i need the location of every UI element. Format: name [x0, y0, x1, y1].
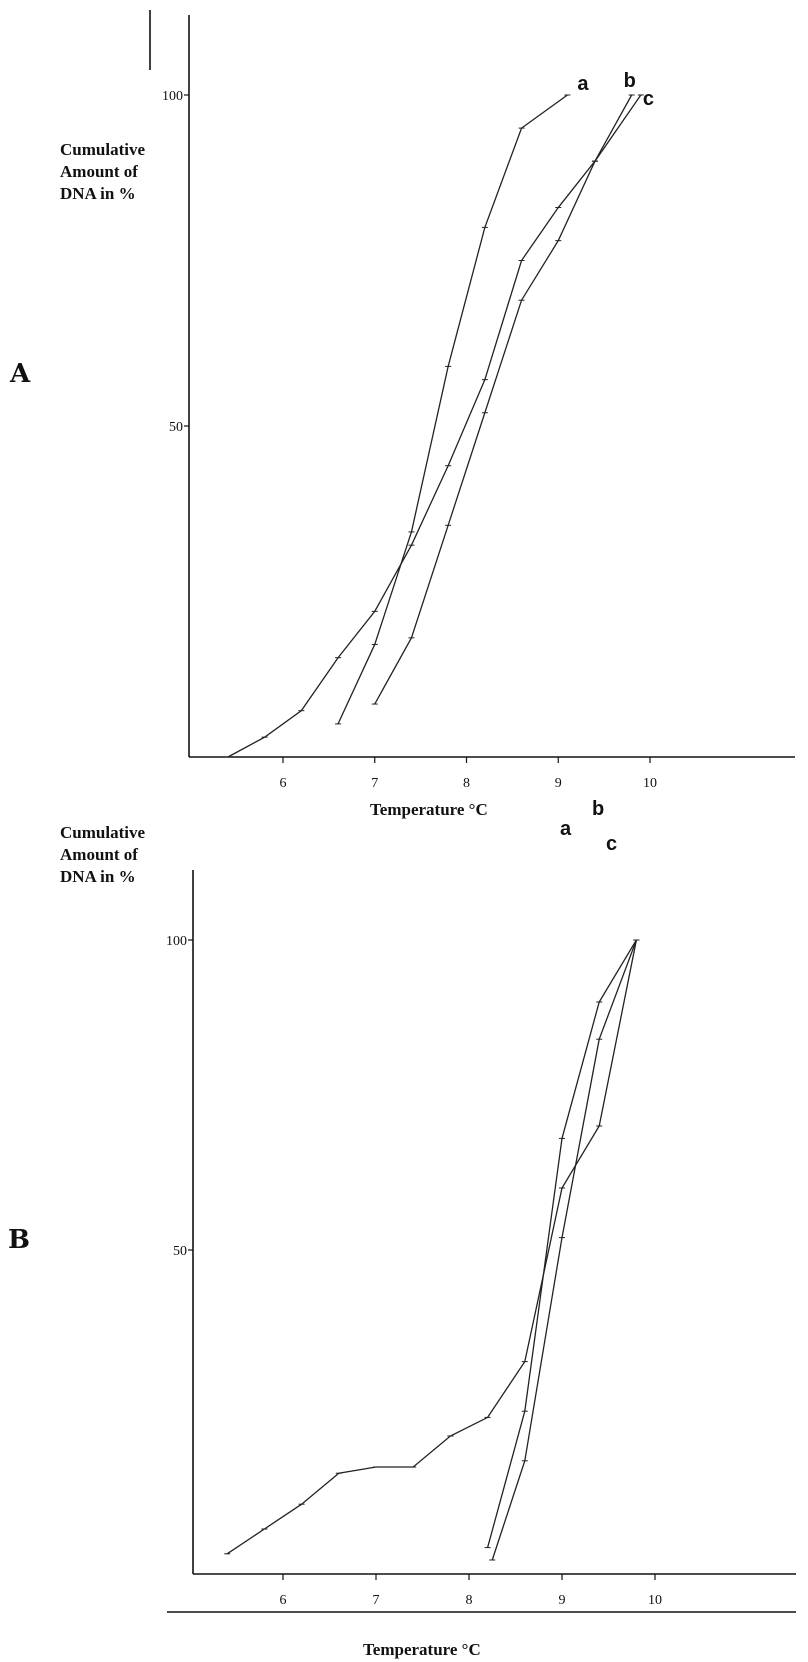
y-axis-label-line-1: Cumulative — [60, 140, 145, 159]
x-tick-label: 10 — [648, 1593, 662, 1608]
x-axis-label: Temperature °C — [363, 1640, 481, 1659]
series-label-b: b — [624, 70, 636, 92]
panel-label: A — [9, 359, 31, 389]
series-line-a — [486, 939, 637, 1548]
series-label-c: c — [643, 88, 654, 110]
y-tick-label: 100 — [166, 934, 187, 949]
series-label-a: a — [560, 818, 572, 840]
y-axis-label-line-1: Cumulative — [60, 823, 145, 842]
y-tick-label: 100 — [162, 89, 183, 104]
series-line-a — [337, 94, 568, 725]
series-label-a: a — [577, 73, 589, 95]
y-axis-label-line-3: DNA in % — [60, 184, 136, 203]
x-tick-label: 7 — [373, 1593, 380, 1608]
axis-ticks: 6 7 8 9 10 50 100 — [166, 934, 662, 1608]
y-axis-label-line-2: Amount of — [60, 845, 138, 864]
series-line-c — [491, 939, 638, 1561]
series-label-b: b — [592, 798, 604, 820]
y-tick-label: 50 — [173, 1244, 187, 1259]
series-line-c — [374, 94, 642, 705]
x-tick-label: 9 — [559, 1593, 566, 1608]
y-axis-label-line-2: Amount of — [60, 162, 138, 181]
series-line-b — [227, 94, 633, 758]
axis-ticks: 6 7 8 9 10 50 100 — [162, 89, 657, 791]
series-lines: a bc — [224, 70, 654, 758]
y-axis-label-line-3: DNA in % — [60, 867, 136, 886]
chart-panel-b: B Cumulative Amount of DNA in % 6 7 8 9 10 50… — [8, 798, 796, 1659]
series-label-c: c — [606, 833, 617, 855]
x-axis-label: Temperature °C — [370, 800, 488, 819]
panel-label: B — [8, 1225, 30, 1255]
series-lines: abc — [224, 798, 640, 1561]
x-tick-label: 7 — [371, 776, 378, 791]
series-line-b — [226, 939, 638, 1555]
x-tick-label: 6 — [280, 776, 287, 791]
x-tick-label: 8 — [466, 1593, 473, 1608]
x-tick-label: 6 — [280, 1593, 287, 1608]
y-tick-label: 50 — [169, 420, 183, 435]
x-tick-label: 9 — [555, 776, 562, 791]
x-tick-label: 8 — [463, 776, 470, 791]
chart-panel-a: A Cumulative Amount of DNA in % 6 7 8 9 10 50… — [9, 10, 795, 819]
x-tick-label: 10 — [643, 776, 657, 791]
